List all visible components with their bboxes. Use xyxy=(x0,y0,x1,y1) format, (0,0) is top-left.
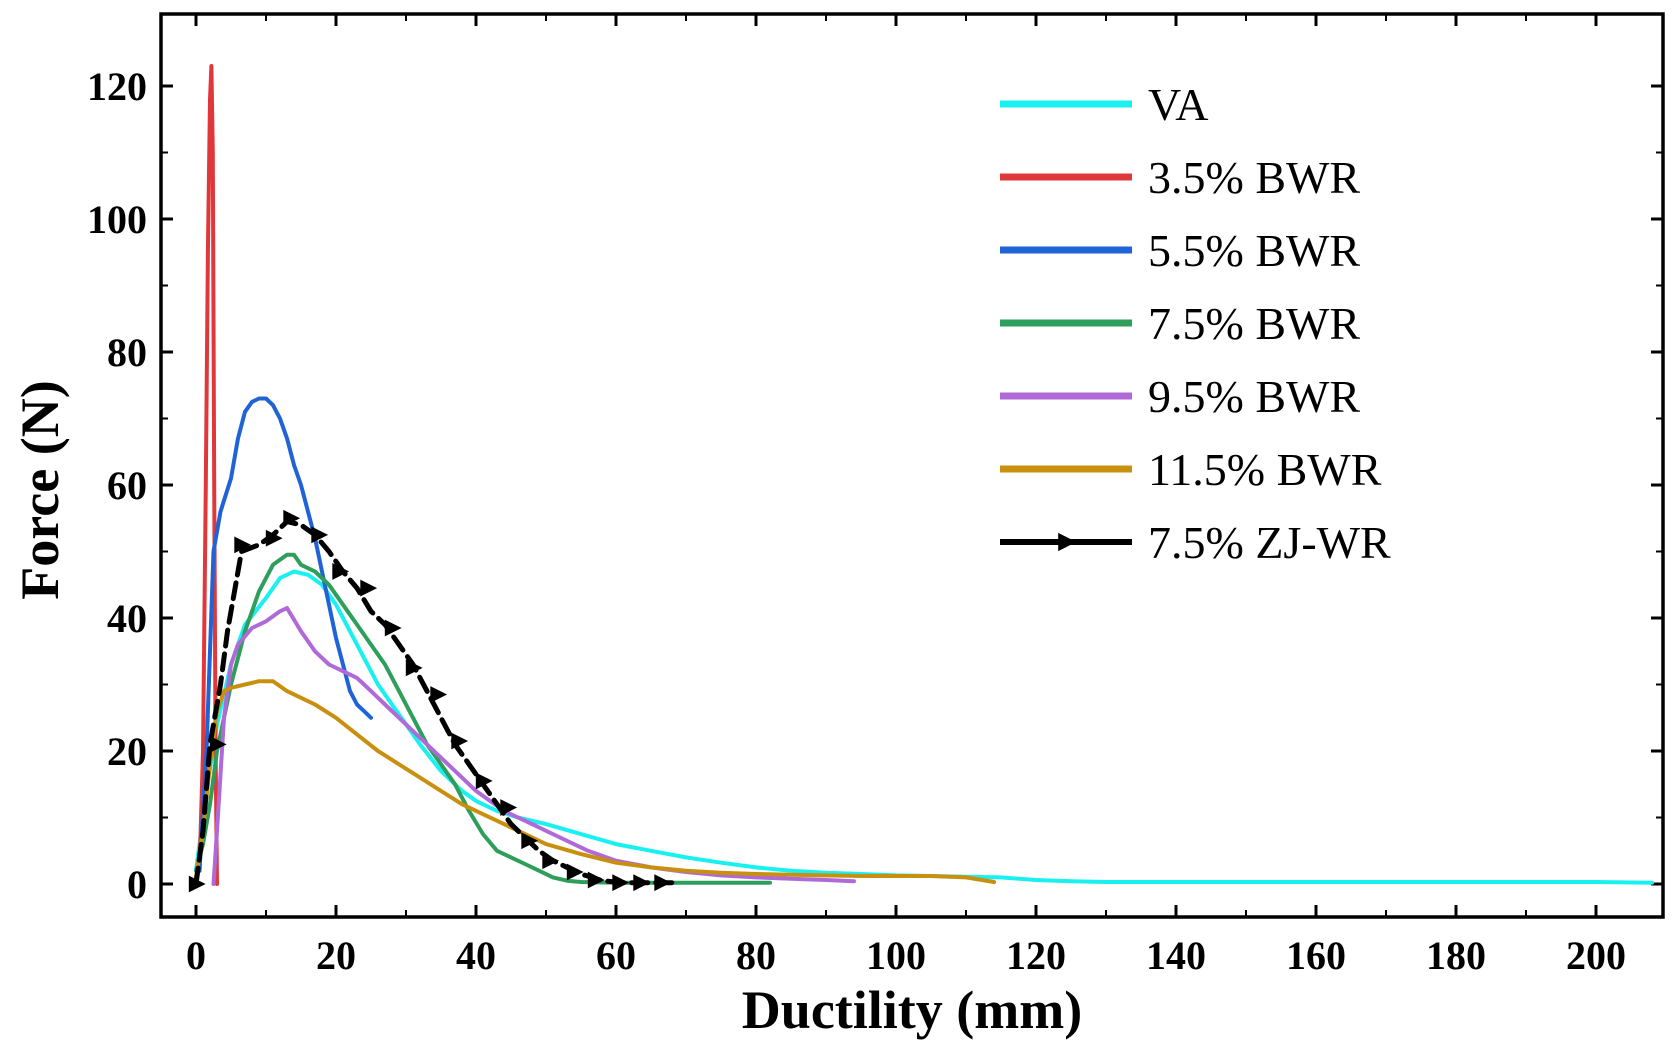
series-5-5-bwr xyxy=(197,396,373,873)
series-7-5-zj-wr xyxy=(188,509,682,893)
data-point-marker xyxy=(265,529,283,547)
data-point-marker xyxy=(633,874,651,892)
series-line xyxy=(194,569,1654,885)
x-tick-label: 80 xyxy=(736,933,776,978)
data-point-marker xyxy=(209,735,227,753)
y-tick-label: 80 xyxy=(107,330,147,375)
plot-frame xyxy=(159,12,1665,919)
legend-label: 3.5% BWR xyxy=(1148,152,1360,203)
y-tick-label: 20 xyxy=(107,729,147,774)
x-tick-label: 160 xyxy=(1286,933,1346,978)
data-point-marker xyxy=(542,852,560,870)
y-tick-label: 0 xyxy=(127,862,147,907)
legend-item-3-5-bwr: 3.5% BWR xyxy=(1000,152,1360,203)
x-tick-label: 140 xyxy=(1146,933,1206,978)
axis-ticks: 0 20 40 60 80 100 120 140 160 180 200 0 20 40 60 80 100 1… xyxy=(87,14,1663,978)
series-line xyxy=(197,64,219,886)
x-tick-label: 180 xyxy=(1426,933,1486,978)
legend-label: 11.5% BWR xyxy=(1148,444,1382,495)
data-point-marker xyxy=(475,772,493,790)
series-line xyxy=(197,396,373,873)
legend-label: 7.5% ZJ-WR xyxy=(1148,517,1391,568)
data-point-marker xyxy=(405,659,423,677)
legend-item-va: VA xyxy=(1000,79,1209,130)
x-tick-label: 100 xyxy=(866,933,926,978)
x-tick-label: 0 xyxy=(186,933,206,978)
y-tick-label: 100 xyxy=(87,197,147,242)
data-point-marker xyxy=(384,619,402,637)
data-point-marker xyxy=(654,874,672,892)
legend-item-5-5-bwr: 5.5% BWR xyxy=(1000,225,1360,276)
data-point-marker xyxy=(332,563,350,580)
data-point-marker xyxy=(360,579,378,597)
data-point-marker xyxy=(500,799,518,816)
data-point-marker xyxy=(188,875,206,893)
legend-item-9-5-bwr: 9.5% BWR xyxy=(1000,371,1360,422)
legend-marker xyxy=(1058,532,1077,552)
legend-label: VA xyxy=(1148,79,1209,130)
series-7-5-bwr xyxy=(194,552,772,885)
series-3-5-bwr xyxy=(197,64,219,886)
legend-label: 9.5% BWR xyxy=(1148,371,1360,422)
legend-item-11-5-bwr: 11.5% BWR xyxy=(1000,444,1382,495)
y-tick-label: 120 xyxy=(87,64,147,109)
y-tick-label: 40 xyxy=(107,596,147,641)
data-point-marker xyxy=(521,832,539,850)
y-axis-title: Force (N) xyxy=(10,380,70,599)
x-tick-label: 120 xyxy=(1006,933,1066,978)
data-point-marker xyxy=(430,686,448,703)
data-point-marker xyxy=(587,871,605,889)
data-point-marker xyxy=(311,526,329,544)
series-va xyxy=(194,569,1654,885)
series-11-5-bwr xyxy=(194,679,996,884)
data-point-marker xyxy=(283,509,301,527)
data-point-marker xyxy=(612,874,630,892)
x-axis-title: Ductility (mm) xyxy=(742,980,1082,1040)
legend-item-7-5-bwr: 7.5% BWR xyxy=(1000,298,1360,349)
legend-label: 7.5% BWR xyxy=(1148,298,1360,349)
data-point-marker xyxy=(451,732,469,750)
series-line xyxy=(194,552,772,885)
legend: VA 3.5% BWR 5.5% BWR 7.5% BWR 9.5% BWR 11.5% … xyxy=(1000,79,1391,568)
x-tick-label: 200 xyxy=(1566,933,1626,978)
series-lines xyxy=(188,64,1654,893)
y-tick-label: 60 xyxy=(107,463,147,508)
legend-item-7-5-zj-wr: 7.5% ZJ-WR xyxy=(1000,517,1391,568)
legend-label: 5.5% BWR xyxy=(1148,225,1360,276)
data-point-marker xyxy=(566,863,584,881)
x-tick-label: 60 xyxy=(596,933,636,978)
x-tick-label: 20 xyxy=(316,933,356,978)
data-point-marker xyxy=(234,536,252,554)
x-tick-label: 40 xyxy=(456,933,496,978)
series-line xyxy=(194,679,996,884)
